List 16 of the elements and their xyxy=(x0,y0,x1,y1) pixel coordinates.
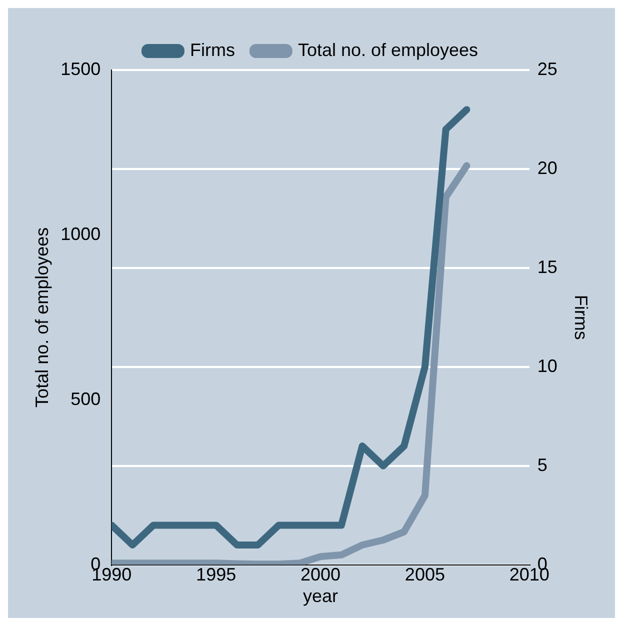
y-tick-label: 500 xyxy=(70,388,101,409)
y2-tick-label: 25 xyxy=(537,58,558,79)
y2-tick-label: 10 xyxy=(537,356,558,376)
legend-label: Firms xyxy=(190,40,235,60)
x-tick-label: 2000 xyxy=(300,564,341,585)
y-tick-label: 1000 xyxy=(60,224,101,244)
y2-axis-title: Firms xyxy=(571,294,592,340)
x-tick-label: 1995 xyxy=(196,564,236,585)
legend-label: Total no. of employees xyxy=(298,40,478,60)
y-tick-label: 1500 xyxy=(60,58,101,79)
y2-tick-label: 5 xyxy=(537,454,548,475)
x-tick-label: 2005 xyxy=(404,564,445,585)
y-axis-title: Total no. of employees xyxy=(32,227,52,408)
y2-tick-label: 20 xyxy=(537,158,558,178)
y2-tick-label: 15 xyxy=(537,256,558,277)
x-axis-title: year xyxy=(303,586,338,606)
